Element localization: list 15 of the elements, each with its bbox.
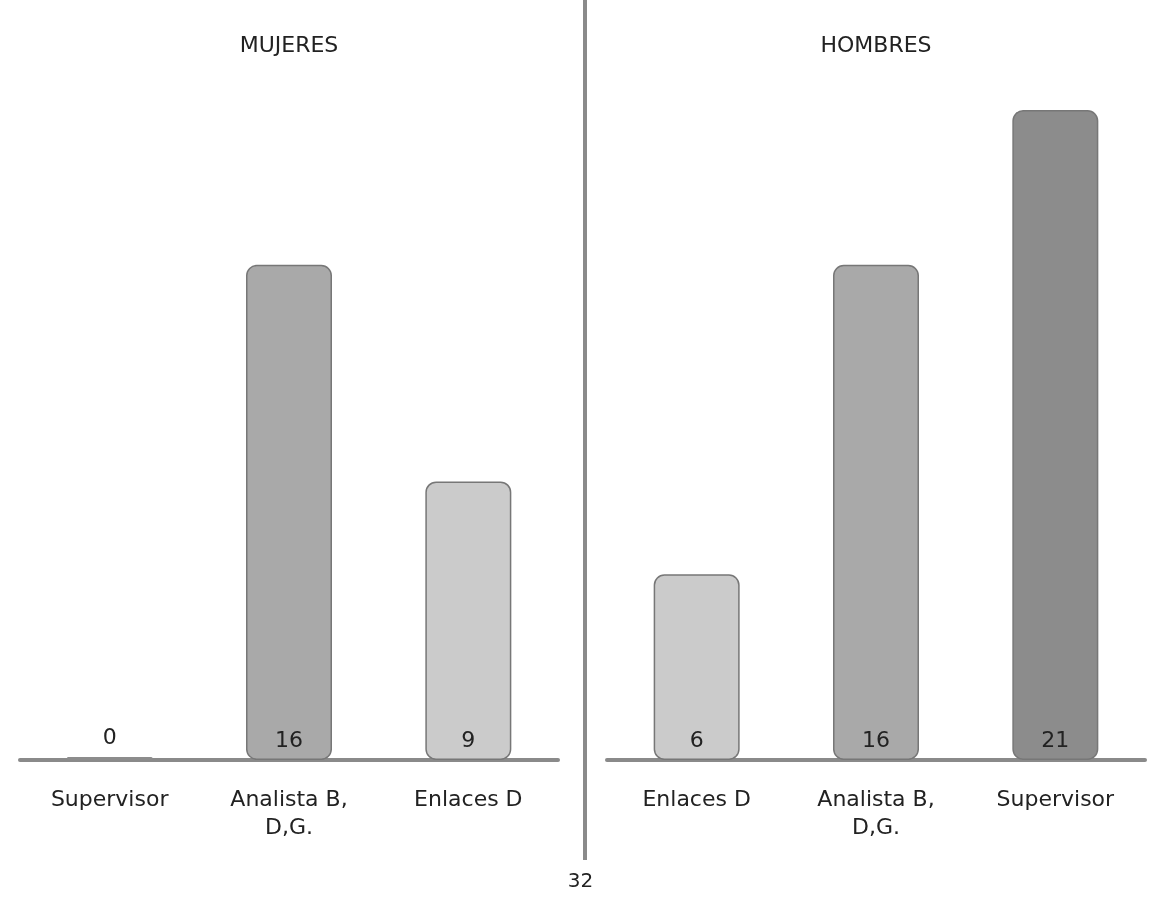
text: 32 [566, 868, 595, 892]
data-label: 9 [461, 726, 476, 752]
data-label: 16 [862, 726, 890, 752]
x-tick-label: Supervisor [50, 785, 170, 811]
x-tick-label: Analista B,D,G. [230, 785, 348, 839]
x-tick-label: Supervisor [996, 785, 1116, 811]
data-label: 0 [102, 723, 117, 749]
x-tick-label: Enlaces D [642, 785, 751, 811]
chart-title: HOMBRES [820, 31, 932, 57]
data-label: 21 [1041, 726, 1070, 752]
data-label: 16 [275, 726, 303, 752]
x-tick-label: Analista B,D,G. [817, 785, 935, 839]
x-tick-label: Enlaces D [414, 785, 523, 811]
chart-title: MUJERES [239, 31, 339, 57]
data-label: 6 [689, 726, 704, 752]
